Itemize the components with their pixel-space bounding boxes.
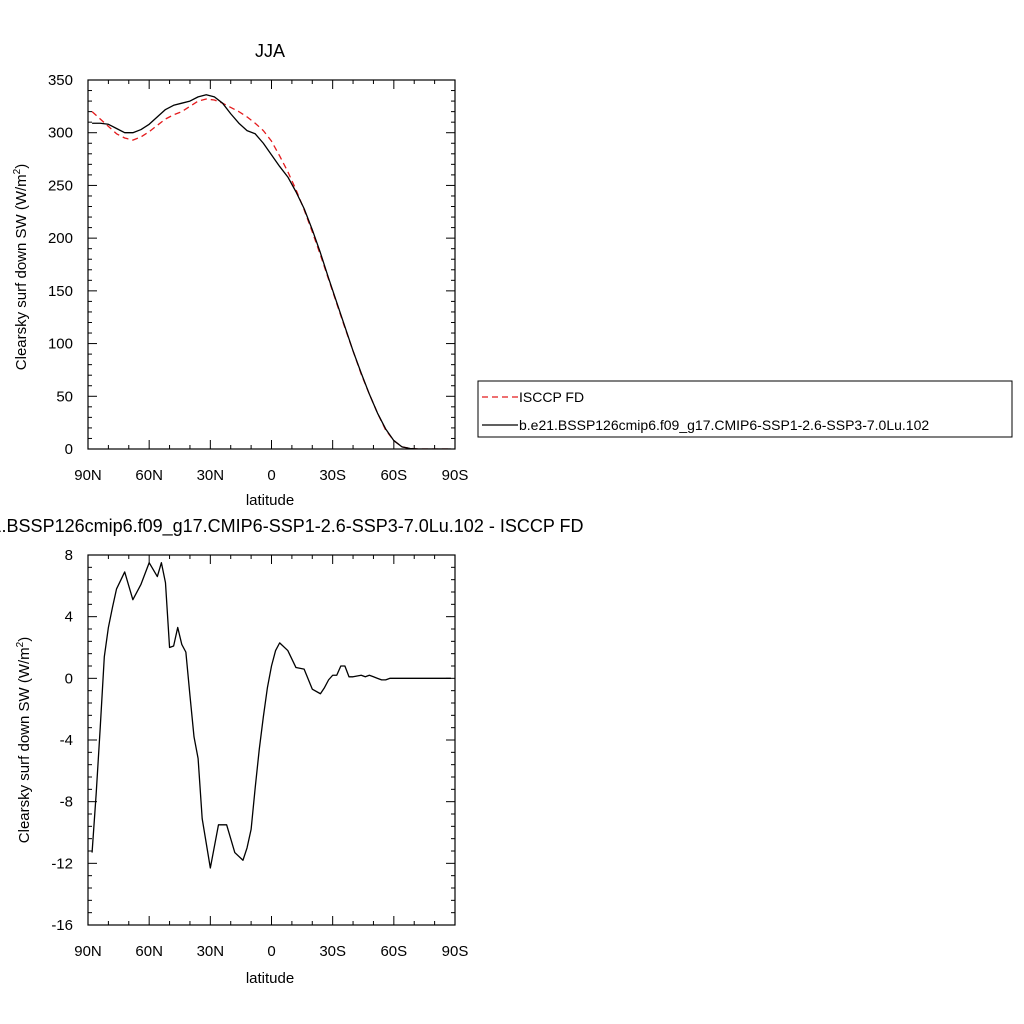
bottom-x-tick-label: 30N [197, 943, 225, 960]
top-x-tick-label: 90S [442, 467, 469, 484]
top-y-tick-label: 200 [48, 230, 73, 247]
top-x-tick-label: 0 [267, 467, 275, 484]
top-y-tick-label: 250 [48, 177, 73, 194]
bottom-y-tick-label: -4 [60, 732, 73, 749]
bottom-chart-title: b.e21.BSSP126cmip6.f09_g17.CMIP6-SSP1-2.… [0, 516, 584, 537]
bottom-x-tick-label: 90N [74, 943, 102, 960]
top-x-tick-label: 30S [319, 467, 346, 484]
top-y-axis-label: Clearsky surf down SW (W/m2) [12, 164, 30, 370]
bottom-y-tick-label: 0 [65, 670, 73, 687]
bottom-x-tick-label: 0 [267, 943, 275, 960]
bottom-plot-area: 90N 60N 30N 0 30S 60S 90S -16 -12 -8 -4 0 4 8 [51, 547, 468, 960]
bottom-x-axis-label: latitude [246, 970, 294, 987]
top-x-tick-label: 60S [380, 467, 407, 484]
bottom-x-tick-label: 60N [135, 943, 163, 960]
bottom-x-tick-label: 90S [442, 943, 469, 960]
bottom-y-tick-label: -16 [51, 917, 73, 934]
top-x-tick-label: 90N [74, 467, 102, 484]
legend: ISCCP FD b.e21.BSSP126cmip6.f09_g17.CMIP… [477, 380, 1013, 438]
top-series-model-line [92, 94, 451, 449]
bottom-plot-frame [87, 554, 456, 926]
bottom-series-difference-line [91, 562, 451, 869]
bottom-panel: b.e21.BSSP126cmip6.f09_g17.CMIP6-SSP1-2.… [0, 516, 584, 987]
bottom-x-tick-label: 60S [380, 943, 407, 960]
top-chart-title: JJA [255, 41, 285, 61]
top-series-isccp-line [91, 98, 451, 449]
legend-box [477, 380, 1013, 438]
legend-label-model: b.e21.BSSP126cmip6.f09_g17.CMIP6-SSP1-2.… [519, 417, 929, 433]
top-y-tick-label: 0 [65, 441, 73, 458]
bottom-x-tick-label: 30S [319, 943, 346, 960]
bottom-y-tick-label: 8 [65, 547, 73, 564]
top-panel: JJA 90N 60N 30N 0 30S 60S 90S 0 50 100 150 200 250 30… [12, 41, 468, 509]
legend-label-isccp: ISCCP FD [519, 389, 584, 405]
top-x-tick-label: 60N [135, 467, 163, 484]
bottom-y-tick-label: -8 [60, 794, 73, 811]
bottom-y-tick-label: -12 [51, 855, 73, 872]
top-y-tick-label: 150 [48, 283, 73, 300]
top-y-tick-label: 350 [48, 72, 73, 89]
top-x-axis-label: latitude [246, 492, 294, 509]
top-y-tick-label: 100 [48, 336, 73, 353]
top-y-tick-label: 300 [48, 125, 73, 142]
bottom-y-tick-label: 4 [65, 609, 73, 626]
top-x-tick-label: 30N [197, 467, 225, 484]
bottom-y-axis-label: Clearsky surf down SW (W/m2) [15, 637, 33, 843]
top-y-tick-label: 50 [56, 388, 73, 405]
top-plot-area: 90N 60N 30N 0 30S 60S 90S 0 50 100 150 200 250 300 350 [48, 72, 468, 484]
